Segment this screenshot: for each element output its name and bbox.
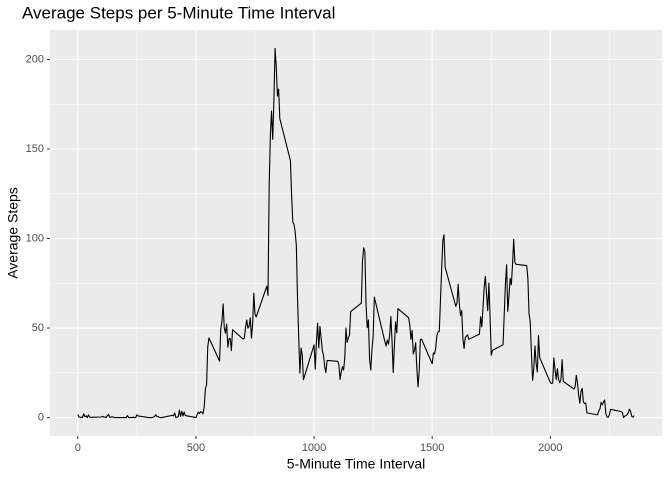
line [77, 47, 635, 419]
y-tick-label: 100 [26, 232, 44, 244]
plot-panel [50, 30, 662, 436]
y-axis-title: Average Steps [5, 187, 21, 279]
x-axis-title: 5-Minute Time Interval [287, 456, 426, 472]
y-tick-label: 50 [32, 322, 44, 334]
x-tick-label: 500 [187, 442, 205, 454]
x-tick-label: 2000 [538, 442, 562, 454]
x-tick-label: 0 [75, 442, 81, 454]
x-tick-label: 1000 [302, 442, 326, 454]
chart-title: Average Steps per 5-Minute Time Interval [22, 3, 335, 22]
y-tick-label: 0 [38, 411, 44, 423]
x-tick-label: 1500 [420, 442, 444, 454]
y-tick-label: 150 [26, 143, 44, 155]
y-tick-label: 200 [26, 53, 44, 65]
